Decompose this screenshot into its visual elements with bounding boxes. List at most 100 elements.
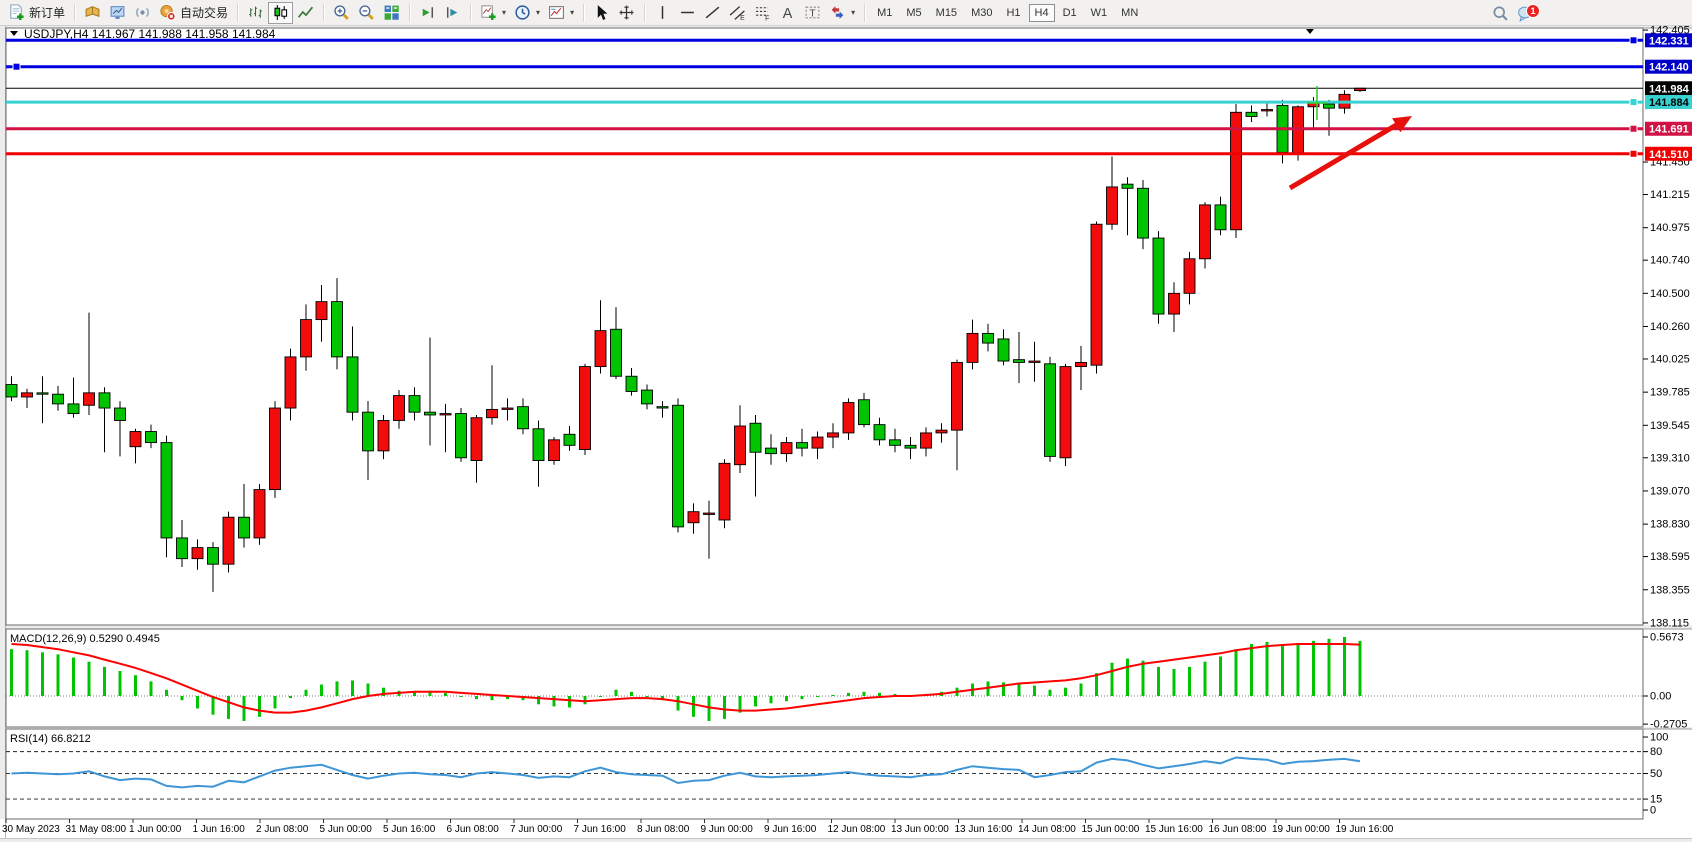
hline-blue-upper[interactable] <box>6 36 1643 45</box>
macd-histogram-bar <box>1172 668 1176 696</box>
hline-blue-lower[interactable] <box>6 62 1643 71</box>
trendline-button[interactable] <box>700 2 725 24</box>
zoom-out-icon <box>359 5 374 20</box>
candle <box>656 401 669 418</box>
crosshair-button[interactable] <box>614 2 639 24</box>
cursor-button[interactable] <box>589 2 614 24</box>
time-axis[interactable]: 30 May 2023 31 May 08:00 1 Jun 00:00 1 Jun … <box>2 819 1394 835</box>
line-handle <box>1629 98 1638 107</box>
svg-text:141.691: 141.691 <box>1649 124 1689 136</box>
line-handle <box>1629 149 1638 158</box>
market-watch-icon <box>85 6 100 17</box>
candle <box>687 503 700 534</box>
macd-signal-line <box>11 643 1361 714</box>
rsi-tick-label: 50 <box>1650 768 1662 780</box>
price-badge: 141.691 <box>1645 121 1692 136</box>
candle <box>1075 345 1087 391</box>
candlestick-chart-button[interactable] <box>268 1 294 24</box>
separator <box>74 3 76 22</box>
candle <box>951 359 963 471</box>
bar-chart-button[interactable] <box>243 2 268 24</box>
search-button[interactable] <box>1488 2 1513 24</box>
periods-button[interactable]: ▾ <box>510 2 544 24</box>
candle <box>346 326 359 421</box>
macd-histogram-bar <box>227 695 230 719</box>
tf-m1[interactable]: M1 <box>871 4 898 22</box>
time-tick-label: 9 Jun 16:00 <box>764 824 817 835</box>
candle <box>315 285 328 342</box>
macd-histogram-bar <box>506 695 509 700</box>
macd-histogram-bar <box>490 695 494 701</box>
macd-histogram-bar <box>1157 666 1160 696</box>
tf-h4[interactable]: H4 <box>1028 3 1055 22</box>
rsi-tick-label: 80 <box>1650 746 1662 758</box>
candle <box>470 414 483 483</box>
tile-windows-button[interactable] <box>379 2 404 24</box>
macd-label: MACD(12,26,9) 0.5290 0.4945 <box>10 633 160 645</box>
chart-shift-button[interactable] <box>440 2 465 24</box>
new-order-button[interactable]: 新订单 <box>4 2 69 24</box>
notification-badge: 1 <box>1526 4 1540 18</box>
candle <box>920 427 932 457</box>
macd-histogram-bar <box>41 652 44 696</box>
auto-scroll-button[interactable] <box>415 2 440 24</box>
candle <box>1183 251 1196 305</box>
line-handle <box>1629 36 1638 45</box>
time-tick-label: 31 May 08:00 <box>66 824 127 835</box>
arrows-tool-button[interactable]: ▾ <box>825 2 859 24</box>
data-window-button[interactable] <box>105 2 130 24</box>
candle <box>1013 332 1025 384</box>
chart-menu-arrow[interactable] <box>10 31 18 36</box>
time-tick-label: 7 Jun 16:00 <box>574 824 627 835</box>
templates-button[interactable]: ▾ <box>544 2 578 24</box>
tf-mn[interactable]: MN <box>1115 4 1144 22</box>
trend-arrow[interactable] <box>1288 116 1412 191</box>
hline-red[interactable] <box>6 149 1643 158</box>
equidistant-channel-button[interactable]: E <box>725 2 750 24</box>
macd-histogram-bar <box>676 695 680 711</box>
price-axis[interactable]: 142.405141.450141.215140.975140.740140.5… <box>1643 25 1690 817</box>
hline-crimson[interactable] <box>6 124 1643 133</box>
price-badge: 141.884 <box>1645 95 1692 110</box>
text-tool-button[interactable]: A <box>775 2 800 24</box>
cursor-icon <box>597 5 608 20</box>
candlestick-layer <box>5 87 1366 592</box>
fibonacci-button[interactable]: F <box>750 2 775 24</box>
zoom-out-button[interactable] <box>354 2 379 24</box>
macd-histogram-bar <box>568 695 571 708</box>
macd-histogram-bar <box>1188 666 1191 696</box>
tf-m30[interactable]: M30 <box>965 4 998 22</box>
market-watch-button[interactable] <box>80 2 105 24</box>
candle <box>579 363 591 456</box>
tf-h1[interactable]: H1 <box>1000 4 1026 22</box>
macd-tick-label: 0.5673 <box>1650 631 1684 643</box>
vertical-line-button[interactable] <box>650 2 675 24</box>
hline-cyan[interactable] <box>6 98 1643 107</box>
candle <box>207 542 219 592</box>
autotrading-button[interactable]: 自动交易 <box>155 2 232 24</box>
line-chart-button[interactable] <box>293 2 318 24</box>
label-tool-button[interactable]: T <box>800 2 825 24</box>
notifications-button[interactable]: 1 <box>1513 2 1540 24</box>
indicators-button[interactable]: ▾ <box>476 2 510 24</box>
macd-histogram-bar <box>1343 636 1346 696</box>
tf-m5[interactable]: M5 <box>900 4 927 22</box>
text-tool-icon: A <box>783 6 793 21</box>
candle <box>517 398 529 435</box>
candle <box>718 459 731 529</box>
cross-marker[interactable] <box>1307 86 1327 120</box>
signals-button[interactable] <box>130 2 155 24</box>
tf-m15[interactable]: M15 <box>930 4 963 22</box>
text-tool-letter: A <box>783 6 793 21</box>
time-tick-label: 7 Jun 00:00 <box>510 824 563 835</box>
horizontal-line-button[interactable] <box>675 2 700 24</box>
candle <box>21 388 33 409</box>
candle <box>1090 221 1103 374</box>
candle <box>997 329 1010 366</box>
price-tick-label: 138.355 <box>1650 584 1690 596</box>
tf-w1[interactable]: W1 <box>1085 4 1114 22</box>
tf-d1[interactable]: D1 <box>1057 4 1083 22</box>
time-tick-label: 16 Jun 08:00 <box>1209 824 1267 835</box>
zoom-in-button[interactable] <box>329 2 354 24</box>
